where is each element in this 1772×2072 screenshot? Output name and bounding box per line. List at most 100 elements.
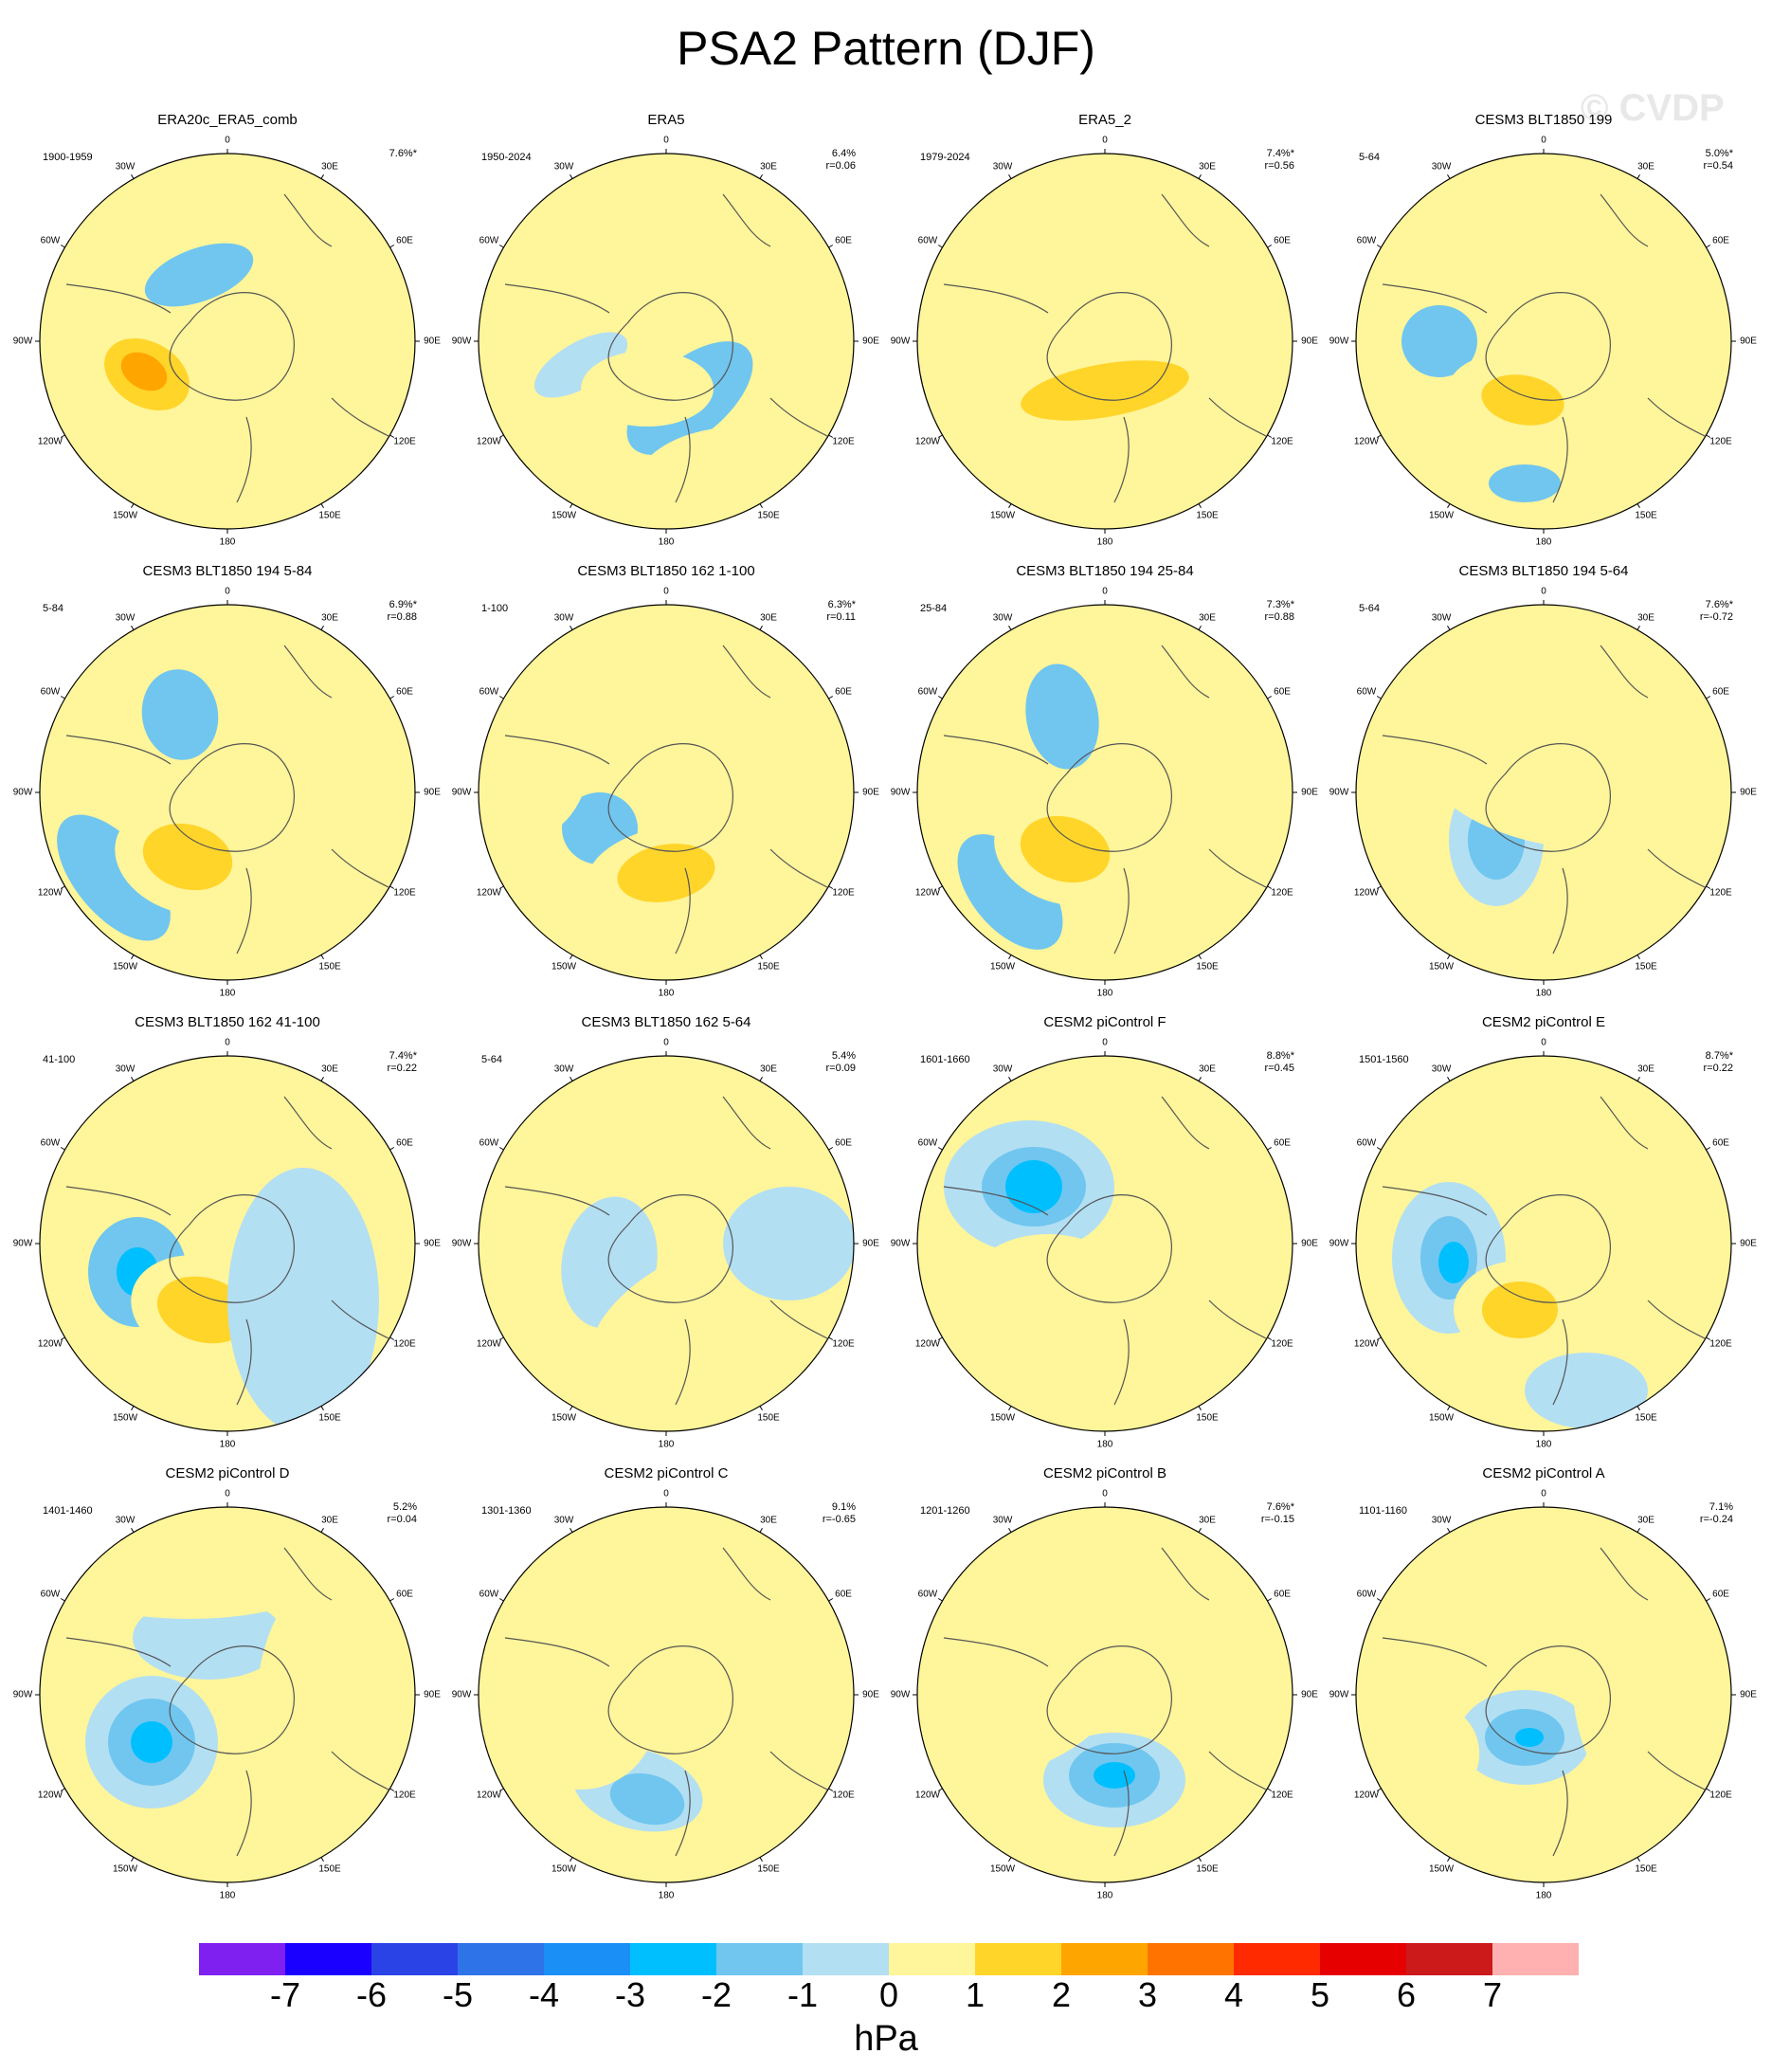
longitude-label: 90E xyxy=(424,787,441,798)
lon-tick xyxy=(389,1336,395,1340)
lon-tick xyxy=(1636,1857,1640,1863)
pattern-correlation: r=0.22 xyxy=(1703,1063,1734,1074)
coastline xyxy=(1046,1645,1172,1754)
longitude-label: 0 xyxy=(225,135,230,146)
coastline xyxy=(1208,1300,1267,1339)
lon-tick xyxy=(1008,1406,1012,1411)
longitude-label: 60W xyxy=(917,1589,938,1600)
longitude-label: 0 xyxy=(225,1488,230,1499)
longitude-label: 150E xyxy=(757,510,780,521)
coastline xyxy=(675,867,691,954)
panel-title: CESM2 piControl C xyxy=(604,1465,729,1481)
lon-tick xyxy=(320,625,324,630)
lon-tick xyxy=(828,1147,834,1151)
lon-tick xyxy=(1636,1527,1640,1533)
colorbar-swatch xyxy=(889,1943,975,1975)
explained-variance: 5.4% xyxy=(831,1050,856,1062)
longitude-label: 150E xyxy=(1635,1863,1657,1875)
longitude-label: 120E xyxy=(832,1338,855,1350)
longitude-label: 150W xyxy=(112,1863,138,1875)
colorbar xyxy=(199,1943,1579,1975)
coastline xyxy=(1552,867,1568,954)
longitude-label: 120E xyxy=(1709,887,1732,899)
longitude-label: 0 xyxy=(1102,1037,1108,1048)
polar-map xyxy=(1351,1502,1736,1887)
coastline xyxy=(169,292,295,401)
positive-anomaly xyxy=(1563,835,1638,901)
longitude-label: 180 xyxy=(1096,536,1113,548)
panel-title: CESM3 BLT1850 199 xyxy=(1474,112,1613,128)
longitude-label: 90E xyxy=(862,787,879,798)
coastline xyxy=(675,1770,691,1857)
longitude-label: 180 xyxy=(1096,1439,1113,1450)
longitude-label: 30E xyxy=(321,1515,338,1526)
lon-tick xyxy=(389,1598,395,1602)
longitude-label: 90W xyxy=(12,787,33,798)
longitude-label: 90E xyxy=(1740,787,1757,798)
coastline xyxy=(283,1096,333,1150)
negative-anomaly xyxy=(144,243,254,307)
coastline xyxy=(1046,743,1172,852)
positive-anomaly xyxy=(1572,1543,1724,1808)
colorbar-swatch xyxy=(458,1943,544,1975)
longitude-label: 150W xyxy=(1428,510,1455,521)
lon-tick xyxy=(759,173,763,179)
longitude-label: 180 xyxy=(1535,536,1552,548)
longitude-label: 30W xyxy=(992,1063,1013,1075)
colorbar-swatch xyxy=(199,1943,285,1975)
coastline xyxy=(607,292,733,401)
longitude-label: 90E xyxy=(424,1238,441,1249)
panel-stats: 9.1% r=-0.65 xyxy=(823,1501,856,1526)
lon-tick xyxy=(320,1527,324,1533)
lon-tick xyxy=(1447,1406,1451,1411)
longitude-label: 120E xyxy=(832,436,855,447)
coastline xyxy=(1161,1547,1210,1601)
coastline xyxy=(1382,735,1488,765)
lon-tick xyxy=(1706,696,1711,700)
longitude-label: 90W xyxy=(890,1689,911,1700)
negative-anomaly xyxy=(957,834,1063,950)
pattern-correlation: r=0.09 xyxy=(825,1063,857,1074)
longitude-label: 180 xyxy=(219,1890,236,1901)
longitude-label: 60W xyxy=(917,235,938,246)
longitude-label: 120W xyxy=(1353,436,1379,447)
longitude-label: 150E xyxy=(757,961,780,972)
coastline xyxy=(769,848,828,888)
coastline xyxy=(236,416,252,503)
coastline xyxy=(283,1547,333,1601)
longitude-label: 60E xyxy=(835,235,852,246)
longitude-label: 90E xyxy=(1301,1238,1318,1249)
coastline xyxy=(1382,1186,1488,1216)
lon-tick xyxy=(828,1788,834,1791)
lon-tick xyxy=(498,696,504,700)
coastline xyxy=(236,867,252,954)
longitude-label: 30W xyxy=(1431,1063,1452,1075)
longitude-label: 30W xyxy=(115,1515,136,1526)
map-panel: 0 30E 60E 90E 120E 150E 180 150W 120W 90W 60W 30W CE… xyxy=(887,1014,1323,1460)
coastline xyxy=(1552,416,1568,503)
longitude-label: 120E xyxy=(1271,436,1293,447)
positive-anomaly xyxy=(638,427,846,529)
coastline xyxy=(1485,1645,1611,1754)
lon-tick xyxy=(1447,625,1451,630)
panel-years: 1-100 xyxy=(481,603,509,614)
lon-tick xyxy=(828,885,834,889)
coastline xyxy=(1161,1096,1210,1150)
lon-tick xyxy=(1447,1076,1451,1081)
negative-anomaly xyxy=(1489,464,1561,502)
longitude-label: 30W xyxy=(1431,161,1452,173)
longitude-label: 90E xyxy=(1740,336,1757,347)
map-panel: 0 30E 60E 90E 120E 150E 180 150W 120W 90W 60W 30W CE… xyxy=(448,1465,884,1911)
longitude-label: 180 xyxy=(658,1439,675,1450)
coastline xyxy=(1647,1751,1706,1790)
map-panel: 0 30E 60E 90E 120E 150E 180 150W 120W 90W 60W 30W ER… xyxy=(887,112,1323,557)
positive-anomaly xyxy=(944,1553,1190,1666)
panel-title: CESM3 BLT1850 194 5-84 xyxy=(142,563,313,579)
lon-tick xyxy=(1706,245,1711,248)
longitude-label: 120E xyxy=(1271,887,1293,899)
lon-tick xyxy=(320,954,324,960)
lon-tick xyxy=(389,1147,395,1151)
longitude-label: 120W xyxy=(37,1790,63,1801)
coastline xyxy=(607,1645,733,1754)
explained-variance: 7.6%* xyxy=(1266,1501,1294,1513)
